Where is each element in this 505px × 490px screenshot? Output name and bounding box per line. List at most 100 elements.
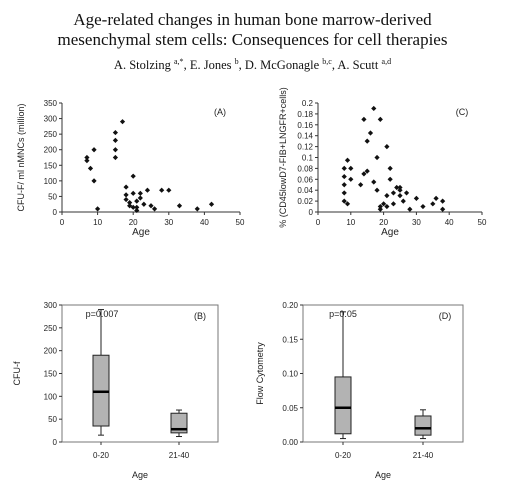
y-tick-label: 0.00 — [282, 438, 298, 447]
data-point — [361, 116, 367, 122]
data-point — [127, 200, 133, 206]
data-point — [384, 144, 390, 150]
data-point — [397, 184, 403, 191]
data-point — [341, 198, 347, 204]
box-iqr — [414, 415, 432, 436]
data-point — [130, 190, 136, 196]
data-point — [407, 206, 413, 212]
data-point — [344, 157, 351, 163]
y-tick-label: 50 — [48, 192, 57, 201]
y-tick-label: 0.20 — [282, 301, 298, 310]
data-point — [194, 206, 200, 212]
y-tick-label: 250 — [44, 324, 58, 333]
data-point — [341, 173, 347, 180]
data-point — [134, 198, 140, 204]
data-point — [141, 201, 147, 207]
x-tick-label: 40 — [200, 218, 209, 227]
data-point — [433, 195, 439, 201]
data-point — [112, 129, 118, 136]
data-point — [87, 165, 94, 171]
panel-label: (A) — [214, 107, 226, 117]
box-iqr — [334, 376, 352, 435]
data-point — [377, 203, 383, 210]
y-tick-label: 0 — [309, 208, 314, 217]
data-point — [387, 176, 393, 182]
panel-label: (C) — [456, 107, 469, 117]
data-point — [361, 171, 367, 177]
data-point — [176, 203, 183, 209]
data-point — [208, 201, 215, 207]
data-point — [130, 204, 136, 210]
y-axis-label: CFU-F/ ml nMNCs (million) — [16, 104, 26, 212]
x-tick-label: 10 — [346, 218, 355, 227]
data-point — [348, 165, 354, 171]
data-point — [91, 147, 97, 153]
author-name: A. Stolzing — [113, 58, 171, 73]
y-tick-label: 0.14 — [297, 132, 313, 141]
data-point — [367, 130, 374, 136]
y-tick-label: 0.05 — [282, 404, 298, 413]
y-tick-label: 0.02 — [297, 197, 313, 206]
data-point — [374, 187, 380, 193]
data-point — [112, 137, 118, 143]
author-affiliation: a,* — [174, 57, 184, 66]
author-list: A. Stolzing a,*, E. Jones b, D. McGonagl… — [113, 57, 392, 73]
y-tick-label: 0.06 — [297, 175, 313, 184]
author-affiliation: b — [234, 57, 239, 66]
data-point — [364, 168, 370, 174]
data-point — [364, 138, 370, 144]
paper-title-line-2: mesenchymal stem cells: Consequences for… — [57, 30, 448, 49]
y-tick-label: 0 — [53, 438, 58, 447]
data-point — [397, 193, 403, 199]
x-axis-label: Age — [132, 227, 150, 238]
data-point — [400, 198, 406, 204]
data-point — [377, 116, 383, 122]
y-tick-label: 100 — [44, 392, 58, 401]
data-point — [84, 158, 90, 164]
y-tick-label: 200 — [44, 347, 58, 356]
data-point — [381, 201, 387, 207]
author-name: E. Jones — [189, 58, 232, 73]
y-tick-label: 300 — [44, 115, 58, 124]
data-point — [384, 203, 390, 210]
paper-title-line-1: Age-related changes in human bone marrow… — [73, 10, 432, 29]
y-tick-label: 200 — [44, 146, 58, 155]
x-tick-label: 30 — [164, 218, 173, 227]
data-point — [390, 190, 397, 196]
data-point — [394, 184, 400, 191]
author-affiliation: a,d — [381, 57, 392, 66]
data-point — [371, 105, 377, 112]
x-tick-label: 20 — [129, 218, 138, 227]
y-tick-label: 0.18 — [297, 110, 313, 119]
data-point — [440, 198, 446, 204]
data-point — [119, 119, 126, 125]
y-tick-label: 0.12 — [297, 143, 313, 152]
y-tick-label: 0.10 — [282, 370, 298, 379]
data-point — [377, 206, 383, 212]
p-value-annotation: p=0.05 — [329, 309, 357, 319]
x-tick-label: 0-20 — [335, 451, 352, 460]
data-point — [123, 184, 129, 190]
author-affiliation: b,c — [322, 57, 332, 66]
y-tick-label: 250 — [44, 130, 58, 139]
plot-frame — [61, 304, 219, 443]
y-tick-label: 0.08 — [297, 164, 313, 173]
y-axis-label: CFU-f — [12, 361, 22, 385]
x-axis-label: Age — [132, 470, 148, 480]
panel-label: (B) — [194, 311, 206, 321]
data-point — [358, 182, 364, 188]
data-point — [151, 206, 158, 212]
y-tick-label: 300 — [44, 301, 58, 310]
y-tick-label: 50 — [48, 415, 57, 424]
x-axis-label: Age — [381, 227, 399, 238]
data-point — [137, 190, 143, 196]
data-point — [123, 192, 129, 198]
y-tick-label: 100 — [44, 177, 58, 186]
data-point — [413, 195, 419, 201]
x-tick-label: 0-20 — [93, 451, 110, 460]
plot-frame — [302, 304, 464, 443]
data-point — [84, 154, 90, 161]
author-name: D. McGonagle — [244, 58, 320, 73]
data-point — [371, 179, 377, 185]
x-tick-label: 0 — [316, 218, 321, 227]
